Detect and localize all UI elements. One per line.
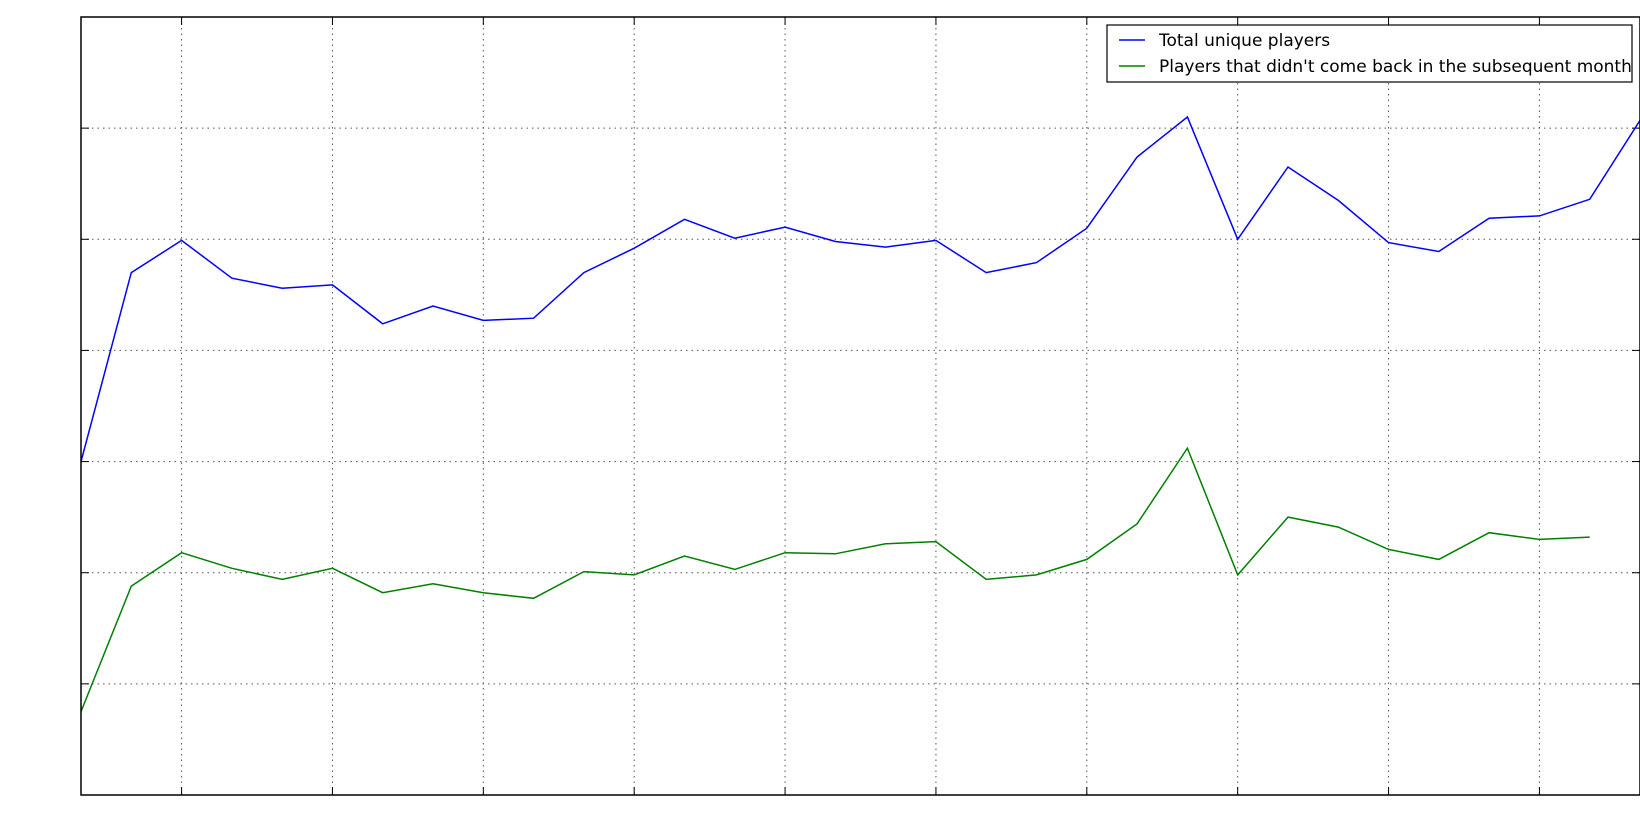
plot-frame [80, 16, 1640, 796]
legend-label-players-not-returning: Players that didn't come back in the sub… [1159, 57, 1632, 77]
series-lines [80, 115, 1640, 712]
series-line-1 [80, 446, 1590, 712]
axis-ticks [81, 17, 1640, 795]
legend-box [1106, 24, 1633, 83]
legend: Total unique players Players that didn't… [1106, 24, 1633, 83]
grid-lines [81, 17, 1640, 795]
series-line-0 [80, 115, 1640, 462]
legend-label-total-unique-players: Total unique players [1158, 31, 1330, 51]
